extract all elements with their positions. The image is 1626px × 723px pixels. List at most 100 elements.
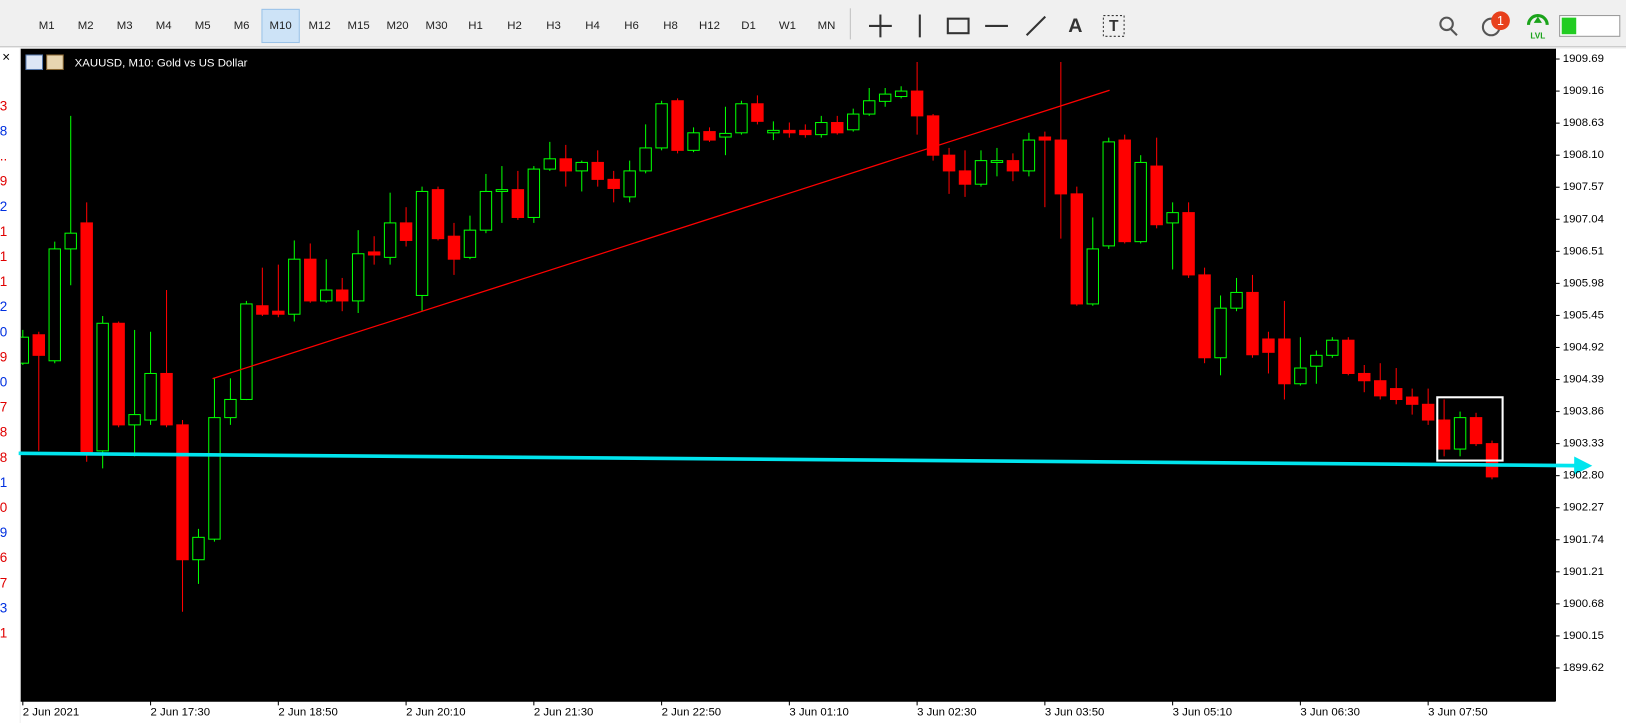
candle-body	[671, 100, 684, 151]
timeframe-button[interactable]: H2	[507, 20, 522, 32]
label-tool-frame	[1102, 15, 1125, 37]
level-arrow	[1533, 16, 1543, 23]
candle-body	[383, 222, 397, 258]
timeframe-button[interactable]: M4	[156, 20, 172, 32]
candle-body	[623, 170, 636, 198]
highlight-box[interactable]	[1436, 396, 1504, 462]
candle-body	[1374, 380, 1387, 397]
candle-body	[1421, 403, 1435, 421]
candle-body	[1389, 388, 1403, 400]
side-panel-value: 9	[0, 525, 7, 540]
side-panel-value: 1	[0, 274, 7, 289]
symbol-flag	[46, 54, 64, 71]
candle-body	[463, 229, 477, 258]
y-tick-label: 1900.68	[1563, 598, 1604, 610]
candle-body	[1118, 139, 1131, 243]
candle-body	[575, 161, 588, 172]
side-panel-value: 1	[0, 224, 7, 239]
notification-badge	[1491, 11, 1510, 31]
drawing-tools	[868, 14, 1125, 38]
search-icon[interactable]	[1439, 16, 1458, 37]
side-panel-value: 0	[0, 500, 7, 515]
drawings	[212, 89, 1504, 462]
candle-body	[447, 235, 461, 260]
candle-body	[495, 189, 509, 192]
timeframe-button[interactable]: M12	[309, 20, 331, 32]
timeframe-button[interactable]: H8	[663, 20, 678, 32]
candle-body	[591, 161, 604, 180]
side-panel-value: 8	[0, 124, 7, 139]
timeframe-button[interactable]: M3	[117, 20, 133, 32]
timeframe-button[interactable]: M30	[425, 20, 447, 32]
price-axis	[1555, 48, 1626, 723]
candle-body	[1358, 372, 1371, 382]
side-panel-value: 1	[0, 626, 7, 641]
y-tick-label: 1904.92	[1563, 341, 1604, 353]
timeframe-button[interactable]: M20	[386, 20, 408, 32]
candle-body	[1262, 338, 1275, 353]
y-tick-label: 1904.39	[1563, 374, 1604, 386]
timeframe-button[interactable]: M6	[234, 20, 250, 32]
candle-body	[1166, 212, 1179, 224]
candle-body	[1038, 136, 1052, 141]
candle-body	[735, 103, 748, 134]
side-panel-value: 2	[0, 299, 7, 314]
candle-body	[431, 189, 445, 240]
candle-body	[367, 251, 381, 256]
y-tick-label: 1905.98	[1563, 277, 1604, 289]
candle-body	[703, 131, 716, 141]
timeframe-button[interactable]: H3	[546, 20, 561, 32]
crosshair-tool[interactable]	[868, 14, 892, 38]
plot	[20, 62, 1499, 612]
x-tick-label: 3 Jun 03:50	[1045, 707, 1105, 719]
candle-body	[1469, 417, 1483, 445]
y-tick-label: 1901.21	[1563, 566, 1604, 578]
candle-body	[894, 90, 908, 98]
timeframe-button[interactable]: M2	[78, 20, 94, 32]
timeframe-selected	[261, 8, 300, 44]
notification-count: 1	[1497, 14, 1504, 28]
side-panel-value: 1	[0, 475, 7, 490]
timeframe-button[interactable]: H1	[468, 20, 483, 32]
timeframe-button[interactable]: MN	[818, 20, 836, 32]
timeframe-button[interactable]: M15	[348, 20, 370, 32]
side-panel-value: 6	[0, 550, 7, 565]
candle-body	[783, 129, 796, 134]
candle-body	[815, 122, 828, 136]
timeframe-button[interactable]: H12	[699, 20, 720, 32]
y-tick-label: 1899.62	[1563, 662, 1604, 674]
timeframe-button[interactable]: M5	[195, 20, 211, 32]
level-icon[interactable]	[1526, 14, 1549, 26]
rectangle-tool[interactable]	[946, 17, 970, 35]
timeframe-button[interactable]: D1	[741, 20, 756, 32]
side-panel-value: 7	[0, 575, 7, 590]
candle-body	[256, 305, 269, 315]
candle-body	[20, 336, 30, 364]
x-tick-label: 2 Jun 21:30	[534, 707, 594, 719]
timeframe-button[interactable]: M10	[270, 20, 292, 32]
candle-body	[1214, 307, 1227, 359]
candle-body	[288, 258, 301, 315]
side-panel-value: 1	[0, 249, 7, 264]
timeframe-button[interactable]: H6	[624, 20, 639, 32]
side-panel-value: 8	[0, 450, 7, 465]
side-panel	[0, 47, 20, 723]
timeframe-button[interactable]: W1	[779, 20, 796, 32]
timeframe-button[interactable]: M1	[39, 20, 55, 32]
candle-body	[1150, 165, 1163, 226]
trendline-tool[interactable]	[1025, 15, 1047, 37]
support-arrow[interactable]	[18, 451, 1593, 475]
side-panel-value: 9	[0, 349, 7, 364]
timeframe-button[interactable]: H4	[585, 20, 600, 32]
trend-line[interactable]	[212, 89, 1110, 380]
y-tick-label: 1906.51	[1563, 245, 1604, 257]
candle-body	[479, 190, 493, 231]
label-tool[interactable]: T	[1109, 18, 1119, 35]
x-tick-label: 3 Jun 06:30	[1300, 707, 1360, 719]
close-button[interactable]: ×	[2, 50, 10, 65]
side-panel-value: 9	[0, 174, 7, 189]
candle-body	[719, 132, 732, 138]
x-tick-label: 3 Jun 01:10	[789, 707, 849, 719]
text-tool[interactable]: A	[1068, 15, 1082, 37]
